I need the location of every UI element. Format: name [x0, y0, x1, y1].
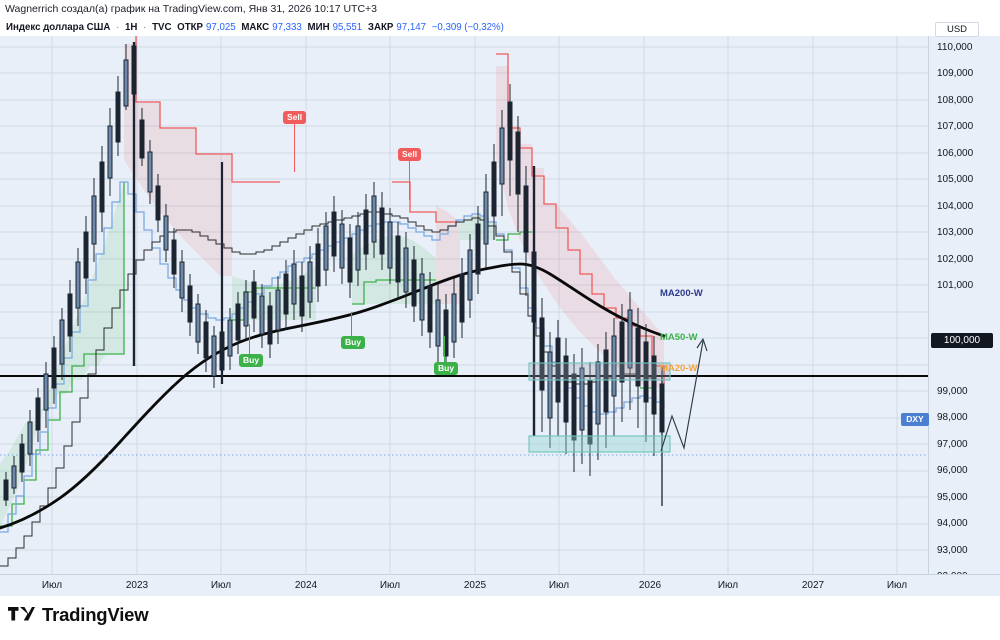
price-tick: 95,000 — [937, 492, 968, 503]
currency-badge: USD — [935, 22, 979, 37]
price-tick: 99,000 — [937, 386, 968, 397]
bullish-boundary-line-3 — [352, 279, 436, 305]
legend-high-value: 97,333 — [272, 22, 302, 33]
time-axis[interactable]: Июл 2023 Июл 2024 Июл 2025 Июл 2026 Июл … — [0, 574, 1000, 596]
sell-signal-stem-1 — [294, 124, 295, 172]
legend-low-key: МИН — [307, 22, 330, 33]
last-price-badge: 100,000 — [931, 333, 993, 348]
legend-separator-2: · — [143, 22, 147, 33]
footer-bar: TradingView — [0, 596, 1000, 640]
price-tick: 101,000 — [937, 280, 974, 291]
legend-change: −0,309 (−0,32%) — [431, 22, 504, 33]
sell-signal-1[interactable]: Sell — [283, 111, 307, 124]
price-tick: 108,000 — [937, 95, 974, 106]
legend-close-key: ЗАКР — [367, 22, 394, 33]
price-tick: 110,000 — [937, 42, 973, 53]
tradingview-mark-icon — [8, 607, 35, 621]
time-tick: Июл — [210, 580, 232, 591]
buy-signal-stem-3 — [444, 336, 445, 364]
time-tick: 2023 — [125, 580, 149, 591]
time-tick: 2026 — [638, 580, 662, 591]
price-tick: 98,000 — [937, 412, 968, 423]
chart-canvas[interactable]: MA200-W MA50-W MA20-W Sell Sell Buy Buy … — [0, 36, 928, 574]
bullish-boundary-line-4 — [496, 231, 532, 241]
ma50-label: MA50-W — [660, 332, 698, 343]
chart-legend: Индекс доллара США · 1Н · TVC ОТКР 97,025… — [0, 19, 1000, 36]
time-tick: 2024 — [294, 580, 318, 591]
price-axis[interactable]: USD 110,000 109,000 108,000 107,000 106,… — [901, 22, 1000, 582]
price-tick: 97,000 — [937, 439, 968, 450]
support-zone-rect[interactable] — [528, 435, 671, 453]
attribution-bar: Wagnerrich создал(а) график на TradingVi… — [0, 0, 1000, 19]
legend-close-value: 97,147 — [396, 22, 426, 33]
price-tick: 103,000 — [937, 227, 974, 238]
time-tick: Июл — [886, 580, 908, 591]
time-tick: Июл — [548, 580, 570, 591]
buy-signal-1[interactable]: Buy — [239, 354, 264, 367]
legend-symbol[interactable]: Индекс доллара США — [6, 22, 111, 33]
legend-high-key: МАКС — [241, 22, 270, 33]
price-tick: 93,000 — [937, 545, 968, 556]
resistance-zone-rect[interactable] — [528, 362, 671, 381]
price-tick: 107,000 — [937, 121, 974, 132]
price-tick: 102,000 — [937, 254, 974, 265]
legend-exchange: TVC — [152, 22, 172, 33]
ma200-label: MA200-W — [660, 288, 703, 299]
time-tick: Июл — [41, 580, 63, 591]
tradingview-logo[interactable]: TradingView — [8, 603, 149, 625]
price-tick: 105,000 — [937, 174, 974, 185]
time-tick: Июл — [717, 580, 739, 591]
price-tick: 106,000 — [937, 148, 974, 159]
ma200-line — [0, 262, 666, 530]
buy-signal-2[interactable]: Buy — [341, 336, 366, 349]
tradingview-wordmark: TradingView — [42, 603, 149, 625]
legend-interval[interactable]: 1Н — [125, 22, 138, 33]
candlestick-series — [3, 42, 665, 506]
legend-open-value: 97,025 — [205, 22, 236, 33]
chart-svg — [0, 36, 928, 574]
dxy-symbol-badge: DXY — [901, 413, 929, 426]
price-tick: 109,000 — [937, 68, 974, 79]
price-tick: 104,000 — [937, 201, 974, 212]
sell-signal-2[interactable]: Sell — [398, 148, 422, 161]
bullish-boundary-line-2 — [232, 287, 316, 321]
legend-low-value: 95,551 — [332, 22, 363, 33]
sell-signal-stem-2 — [409, 160, 410, 200]
buy-signal-3[interactable]: Buy — [434, 362, 459, 375]
buy-signal-stem-2 — [351, 312, 352, 342]
ma-thin-step-line — [0, 211, 664, 567]
time-tick: Июл — [379, 580, 401, 591]
time-tick: 2027 — [801, 580, 825, 591]
price-tick: 94,000 — [937, 518, 968, 529]
projection-arrow[interactable] — [660, 338, 708, 452]
buy-signal-stem-1 — [249, 324, 250, 360]
legend-separator-1: · — [116, 22, 120, 33]
price-tick: 96,000 — [937, 465, 968, 476]
grid-lines — [0, 36, 928, 574]
ma20-label: MA20-W — [660, 363, 698, 374]
time-tick: 2025 — [463, 580, 487, 591]
bearish-boundary-line-2 — [392, 181, 460, 223]
legend-open-key: ОТКР — [177, 22, 203, 33]
